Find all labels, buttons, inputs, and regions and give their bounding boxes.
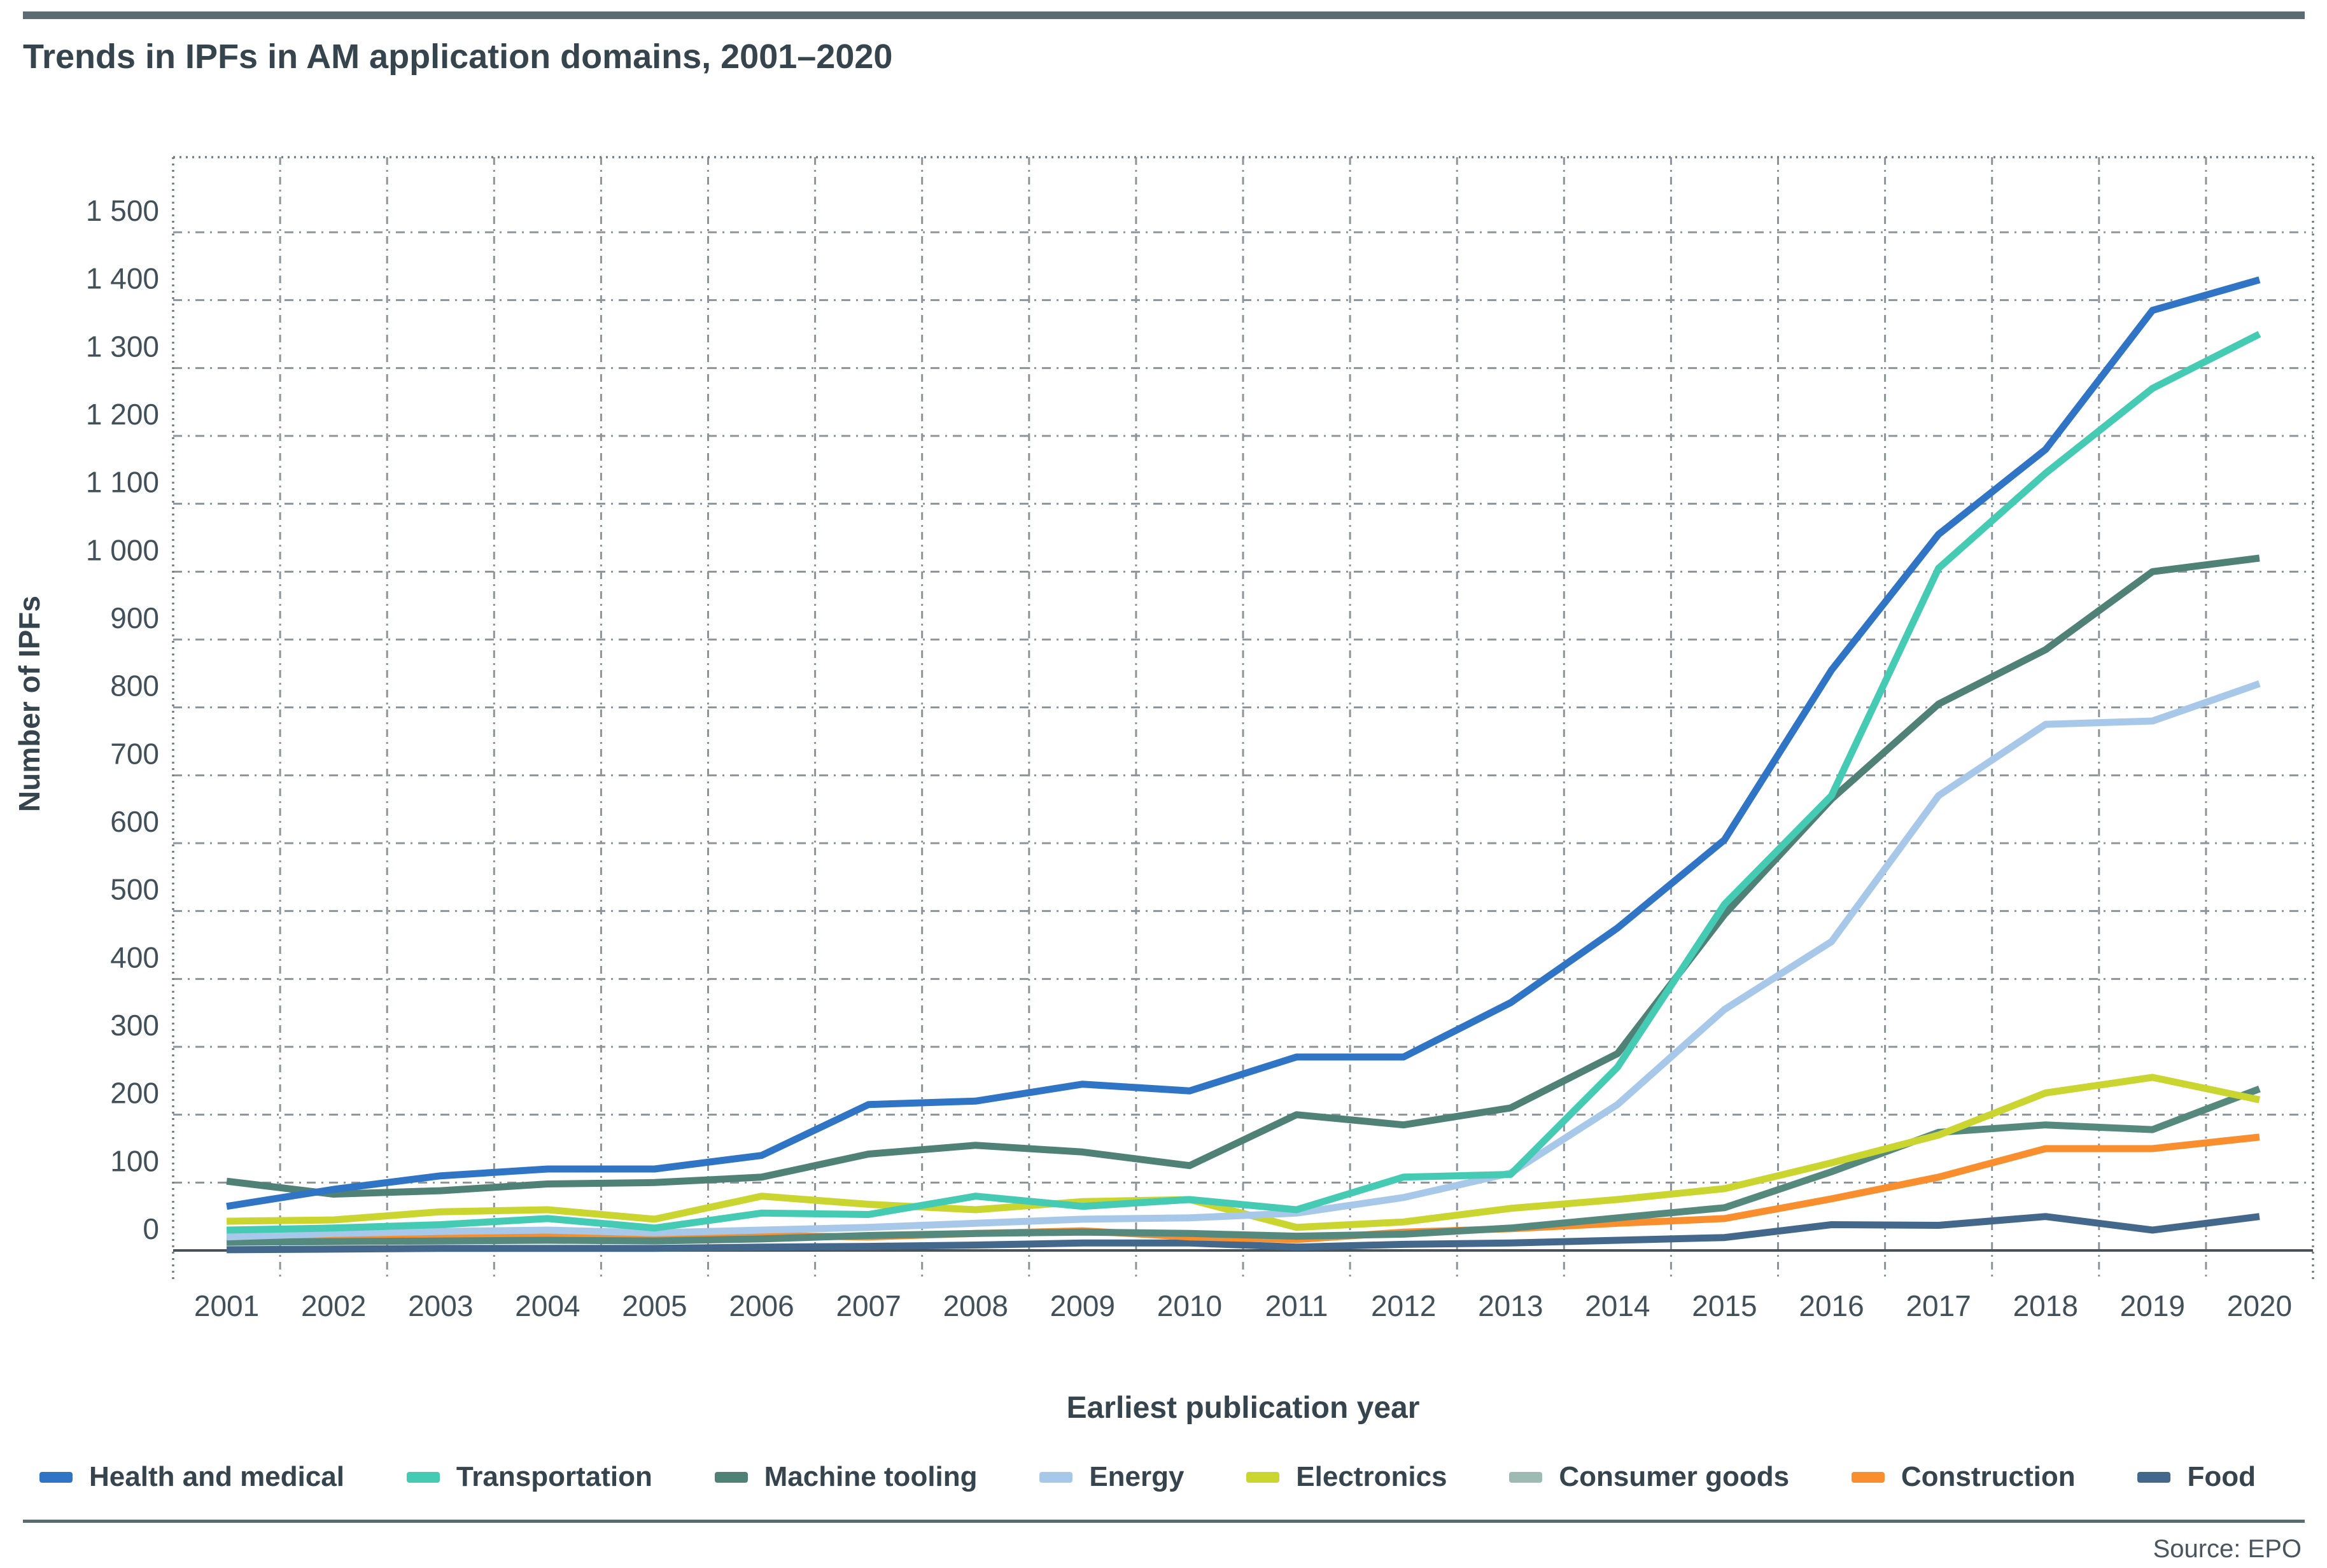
x-tick-label: 2003 [408,1289,473,1322]
x-tick-label: 2009 [1050,1289,1115,1322]
legend-swatch-icon [1246,1471,1280,1483]
y-tick-label: 1 100 [86,466,159,499]
legend-item-transportation: Transportation [406,1461,652,1493]
x-tick-label: 2014 [1585,1289,1650,1322]
x-tick-label: 2007 [836,1289,901,1322]
x-tick-label: 2019 [2120,1289,2185,1322]
y-tick-label: 900 [110,601,159,634]
x-tick-label: 2002 [301,1289,366,1322]
x-tick-label: 2010 [1157,1289,1222,1322]
series-line-machine-tooling [226,554,2260,1198]
legend-swatch-icon [2137,1471,2171,1483]
y-tick-label: 300 [110,1009,159,1042]
x-tick-label: 2001 [194,1289,259,1322]
legend-label: Energy [1089,1461,1185,1492]
legend-label: Electronics [1296,1461,1447,1492]
series-line-health-and-medical [226,276,2261,1210]
legend-label: Transportation [456,1461,652,1492]
series-line-energy [226,680,2261,1241]
legend-item-electronics: Electronics [1246,1461,1447,1493]
legend-label: Consumer goods [1559,1461,1790,1492]
source-label: Source: EPO [2153,1535,2302,1563]
legend-label: Food [2187,1461,2256,1492]
x-tick-label: 2017 [1906,1289,1971,1322]
legend-item-health-and-medical: Health and medical [39,1461,344,1493]
legend-label: Health and medical [89,1461,345,1492]
x-tick-label: 2005 [622,1289,687,1322]
x-tick-label: 2011 [1265,1289,1328,1322]
y-tick-label: 600 [110,805,159,838]
x-tick-label: 2015 [1692,1289,1757,1322]
legend-item-consumer-goods: Consumer goods [1509,1461,1789,1493]
y-tick-label: 1 300 [86,330,159,363]
legend-label: Construction [1901,1461,2076,1492]
legend-swatch-icon [1851,1471,1885,1483]
x-tick-label: 2016 [1799,1289,1864,1322]
y-tick-label: 1 500 [86,194,159,227]
legend-item-food: Food [2137,1461,2256,1493]
x-tick-label: 2013 [1478,1289,1543,1322]
series-line-food [227,1213,2260,1254]
y-tick-label: 100 [110,1144,159,1177]
x-tick-label: 2018 [2013,1289,2078,1322]
x-tick-label: 2004 [515,1289,580,1322]
legend-swatch-icon [406,1471,440,1483]
x-tick-label: 2012 [1371,1289,1436,1322]
legend-swatch-icon [714,1471,748,1483]
chart-title: Trends in IPFs in AM application domains… [23,38,893,76]
y-tick-label: 0 [143,1212,159,1245]
series-line-transportation [226,331,2261,1234]
y-tick-label: 400 [110,941,159,974]
y-tick-label: 700 [110,737,159,770]
y-axis-title: Number of IPFs [13,596,46,812]
y-tick-label: 200 [110,1077,159,1110]
y-tick-label: 500 [110,873,159,906]
legend-item-construction: Construction [1851,1461,2076,1493]
legend-label: Machine tooling [764,1461,978,1492]
x-axis-title: Earliest publication year [1067,1391,1420,1425]
y-tick-label: 1 200 [86,398,159,431]
x-tick-label: 2008 [943,1289,1008,1322]
legend-swatch-icon [1039,1471,1073,1483]
chart-legend: Health and medical Transportation Machine … [0,1461,2327,1493]
bottom-divider [23,1520,2305,1523]
x-tick-label: 2020 [2227,1289,2292,1322]
legend-item-machine-tooling: Machine tooling [714,1461,978,1493]
y-tick-label: 1 000 [86,533,159,566]
x-tick-label: 2006 [729,1289,794,1322]
y-tick-label: 800 [110,669,159,703]
legend-swatch-icon [1509,1471,1543,1483]
top-divider [23,11,2305,19]
legend-swatch-icon [39,1471,73,1483]
y-tick-label: 1 400 [86,262,159,295]
legend-item-energy: Energy [1039,1461,1185,1493]
